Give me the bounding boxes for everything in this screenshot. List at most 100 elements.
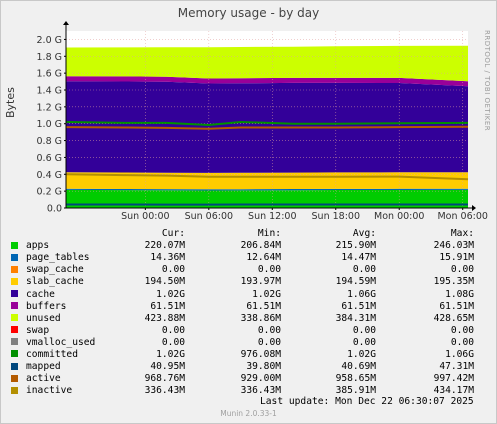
legend-avg: 0.00 (352, 324, 376, 336)
legend-name: swap (26, 324, 50, 336)
legend-color-box (11, 314, 18, 322)
legend-name: slab_cache (26, 276, 84, 288)
legend-min: 0.00 (257, 336, 281, 348)
x-axis-arrow (472, 205, 476, 211)
legend-min: 12.64M (246, 252, 281, 264)
legend-cur: 1.02G (156, 288, 185, 300)
memory-area-chart: 0.0 0.2 G 0.4 G 0.6 G 0.8 G 1.0 G 1.2 G 1.4 G 1.… (37, 21, 488, 222)
legend-swatch (11, 349, 26, 361)
legend-row: apps 220.07M 206.84M 215.90M 246.03M (11, 240, 474, 252)
legend-name: buffers (26, 300, 67, 312)
x-tick-label: Sun 00:00 (121, 211, 169, 222)
legend-row: vmalloc_used 0.00 0.00 0.00 0.00 (11, 337, 474, 349)
line-active (65, 125, 469, 130)
legend-avg: 40.69M (341, 361, 376, 373)
legend-max: 195.35M (433, 276, 474, 288)
legend-max: 434.17M (433, 385, 474, 397)
legend-min: 206.84M (240, 240, 281, 252)
legend-avg: 0.00 (352, 264, 376, 276)
legend-min: 1.02G (252, 288, 281, 300)
legend-name: unused (26, 312, 61, 324)
line-inactive (65, 173, 469, 181)
legend-swatch (11, 337, 26, 349)
legend-color-box (11, 338, 18, 346)
legend-color-box (11, 350, 18, 358)
legend-swatch (11, 313, 26, 325)
legend-swatch (11, 373, 26, 385)
header-min: Min: (257, 228, 281, 240)
legend-min: 336.43M (240, 385, 281, 397)
x-tick-label: Sun 06:00 (185, 211, 233, 222)
legend-cur: 220.07M (144, 240, 185, 252)
y-tick-label: 1.8 G (37, 52, 63, 63)
legend-cur: 61.51M (150, 300, 185, 312)
legend-name: cache (26, 288, 55, 300)
y-tick-label: 1.0 G (37, 119, 63, 130)
legend-cur: 1.02G (156, 348, 185, 360)
header-max: Max: (450, 228, 474, 240)
legend-max: 15.91M (439, 252, 474, 264)
legend-cur: 0.00 (161, 324, 185, 336)
legend-row: buffers 61.51M 61.51M 61.51M 61.51M (11, 301, 474, 313)
legend-min: 193.97M (240, 276, 281, 288)
legend-cur: 0.00 (161, 264, 185, 276)
legend-name: apps (26, 240, 50, 252)
legend-avg: 1.06G (347, 288, 376, 300)
legend-avg: 385.91M (335, 385, 376, 397)
legend-name: swap_cache (26, 264, 84, 276)
legend-name: page_tables (26, 252, 90, 264)
chart-title: Memory usage - by day (177, 6, 320, 20)
legend-row: swap_cache 0.00 0.00 0.00 0.00 (11, 264, 474, 276)
last-update: Last update: Mon Dec 22 06:30:07 2025 (260, 396, 474, 407)
rrdtool-credit: RRDTOOL / TOBI OETIKER (483, 30, 491, 132)
legend-max: 1.06G (445, 348, 474, 360)
legend-swatch (11, 361, 26, 373)
legend-swatch (11, 264, 26, 276)
y-tick-label: 0.8 G (37, 136, 63, 147)
legend-min: 61.51M (246, 300, 281, 312)
area-unused (66, 45, 468, 82)
legend-max: 47.31M (439, 361, 474, 373)
legend-color-box (11, 277, 18, 285)
legend-avg: 14.47M (341, 252, 376, 264)
legend-header-row: Cur: Min: Avg: Max: (11, 228, 474, 240)
y-axis-arrow (63, 21, 69, 25)
legend-avg: 194.59M (335, 276, 376, 288)
legend-row: swap 0.00 0.00 0.00 0.00 (11, 325, 474, 337)
legend-min: 929.00M (240, 373, 281, 385)
legend-swatch (11, 301, 26, 313)
legend-cur: 0.00 (161, 336, 185, 348)
legend-row: cache 1.02G 1.02G 1.06G 1.08G (11, 288, 474, 300)
legend-color-box (11, 326, 18, 334)
legend-color-box (11, 374, 18, 382)
legend-row: committed 1.02G 976.08M 1.02G 1.06G (11, 349, 474, 361)
y-tick-label: 1.2 G (37, 102, 63, 113)
y-tick-label: 0.4 G (37, 170, 63, 181)
y-tick-label: 1.4 G (37, 86, 63, 97)
header-avg: Avg: (352, 228, 376, 240)
legend-max: 0.00 (450, 264, 474, 276)
legend-avg: 384.31M (335, 312, 376, 324)
legend-cur: 968.76M (144, 373, 185, 385)
legend-avg: 61.51M (341, 300, 376, 312)
legend-color-box (11, 253, 18, 261)
legend-avg: 958.65M (335, 373, 376, 385)
legend-row: mapped 40.95M 39.80M 40.69M 47.31M (11, 361, 474, 373)
legend-row: unused 423.88M 338.86M 384.31M 428.65M (11, 313, 474, 325)
legend-row: page_tables 14.36M 12.64M 14.47M 15.91M (11, 252, 474, 264)
legend-color-box (11, 362, 18, 370)
legend-swatch (11, 276, 26, 288)
legend-color-box (11, 241, 18, 249)
legend-color-box (11, 302, 18, 310)
legend-swatch (11, 252, 26, 264)
y-tick-label: 0.0 (47, 204, 62, 215)
legend-max: 0.00 (450, 324, 474, 336)
legend-swatch (11, 385, 26, 397)
legend-swatch (11, 288, 26, 300)
legend-name: active (26, 373, 61, 385)
legend-min: 0.00 (257, 324, 281, 336)
legend-name: vmalloc_used (26, 336, 96, 348)
legend-row: active 968.76M 929.00M 958.65M 997.42M (11, 373, 474, 385)
legend-min: 39.80M (246, 361, 281, 373)
y-tick-label: 0.2 G (37, 187, 63, 198)
